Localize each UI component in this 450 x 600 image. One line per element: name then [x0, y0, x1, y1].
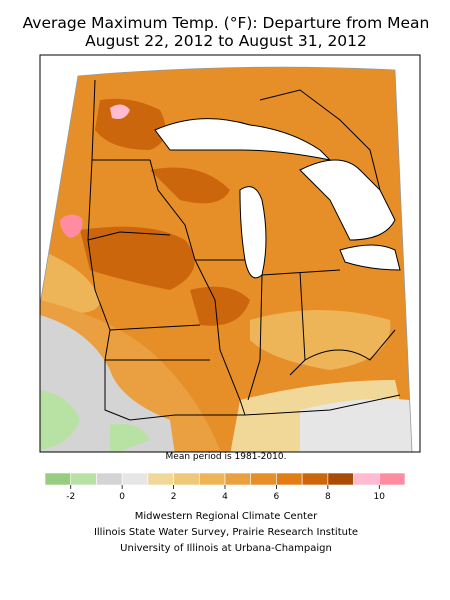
credit-line: Illinois State Water Survey, Prairie Res…: [94, 527, 358, 538]
color-legend: -2 0 2 4 6 8 10: [44, 472, 406, 502]
legend-tick-label: 0: [119, 492, 125, 502]
legend-swatch: [70, 472, 97, 486]
legend-swatch: [198, 472, 226, 486]
legend-tick-label: 2: [171, 492, 177, 502]
legend-tick-label: 6: [274, 492, 280, 502]
subtitle: August 22, 2012 to August 31, 2012: [85, 32, 367, 50]
legend-swatch: [147, 472, 174, 486]
legend-swatch: [378, 472, 406, 486]
map: [39, 54, 421, 453]
legend-swatch: [327, 472, 354, 486]
legend-tick-label: 8: [325, 492, 331, 502]
legend-swatch: [44, 472, 72, 486]
legend-swatch: [96, 472, 123, 486]
legend-tick-label: 4: [222, 492, 228, 502]
legend-tick-label: 10: [374, 492, 386, 502]
credit-line: Midwestern Regional Climate Center: [135, 511, 318, 522]
legend-swatch: [301, 472, 329, 486]
legend-swatch: [276, 472, 303, 486]
legend-swatch: [224, 472, 252, 486]
legend-tick-label: -2: [66, 492, 75, 502]
legend-swatch: [173, 472, 200, 486]
legend-swatch: [353, 472, 380, 486]
legend-swatch: [250, 472, 277, 486]
credit-line: University of Illinois at Urbana-Champai…: [120, 543, 332, 554]
legend-swatch: [121, 472, 149, 486]
mean-period-note: Mean period is 1981-2010.: [166, 452, 287, 462]
title: Average Maximum Temp. (°F): Departure fr…: [23, 14, 430, 32]
